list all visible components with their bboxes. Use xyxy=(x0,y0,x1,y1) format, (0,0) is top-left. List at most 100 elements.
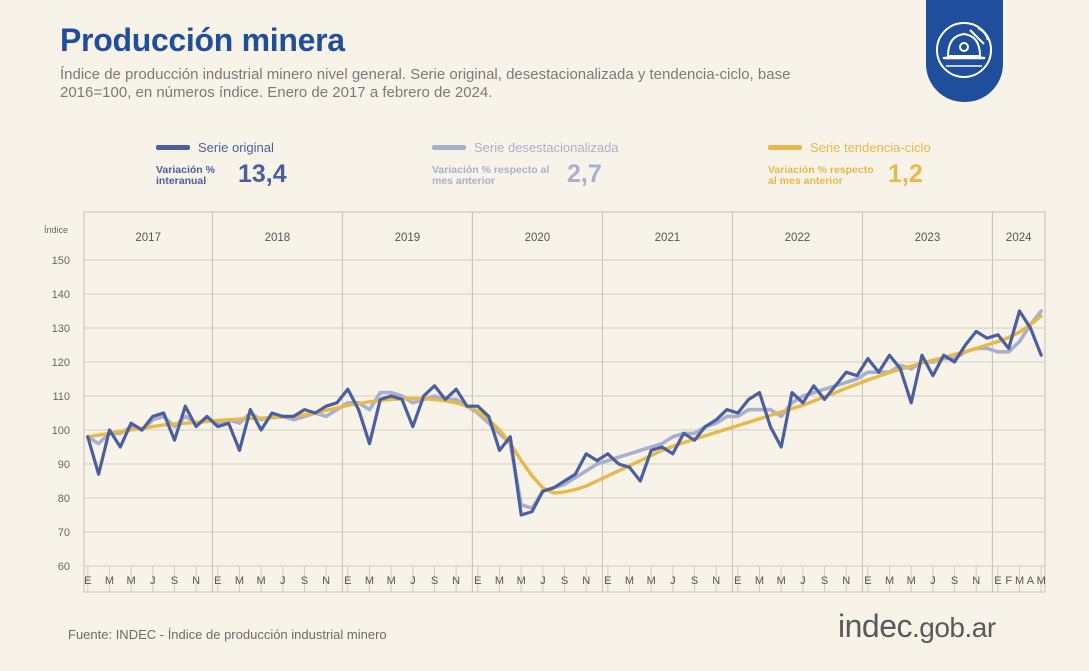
month-label: S xyxy=(301,575,308,587)
year-label: 2023 xyxy=(915,232,941,244)
month-label: N xyxy=(582,575,590,587)
month-label: J xyxy=(280,575,286,587)
variation-label-tendencia: Variación % respecto al mes anterior xyxy=(768,164,874,187)
y-axis-label: Índice xyxy=(44,225,68,235)
year-label: 2018 xyxy=(265,232,291,244)
series-line-desest xyxy=(86,309,1043,511)
month-label: M xyxy=(517,575,526,587)
month-label: J xyxy=(800,575,806,587)
page-title: Producción minera xyxy=(60,22,345,58)
year-label: 2024 xyxy=(1006,232,1032,244)
month-label: J xyxy=(670,575,676,587)
month-label: M xyxy=(885,575,894,587)
month-label: M xyxy=(1037,575,1046,587)
year-label: 2021 xyxy=(655,232,681,244)
year-label: 2017 xyxy=(135,232,161,244)
series-line-original xyxy=(86,309,1043,517)
month-label: A xyxy=(1027,575,1035,587)
legend-swatch-desest xyxy=(432,145,466,150)
month-label: N xyxy=(192,575,200,587)
y-tick-label: 80 xyxy=(58,493,70,505)
page-subtitle: Índice de producción industrial minero n… xyxy=(60,66,791,101)
month-label: S xyxy=(171,575,178,587)
month-label: S xyxy=(561,575,568,587)
month-label: N xyxy=(452,575,460,587)
variation-label-original: Variación % interanual xyxy=(156,164,215,187)
month-label: N xyxy=(972,575,980,587)
month-label: E xyxy=(84,575,91,587)
month-label: M xyxy=(1015,575,1024,587)
month-label: E xyxy=(994,575,1001,587)
source-note: Fuente: INDEC - Índice de producción ind… xyxy=(68,627,387,642)
y-tick-label: 120 xyxy=(52,357,70,369)
y-tick-label: 130 xyxy=(52,323,70,335)
month-label: N xyxy=(322,575,330,587)
y-tick-label: 70 xyxy=(58,527,70,539)
legend-label-tendencia: Serie tendencia-ciclo xyxy=(810,140,931,155)
month-label: M xyxy=(105,575,114,587)
month-label: E xyxy=(474,575,481,587)
indec-logo: indec.gob.ar xyxy=(838,608,996,645)
month-label: M xyxy=(127,575,136,587)
year-label: 2020 xyxy=(525,232,551,244)
legend-swatch-tendencia xyxy=(768,145,802,150)
year-label: 2019 xyxy=(395,232,421,244)
month-label: J xyxy=(540,575,546,587)
legend-variation-tendencia: Variación % respecto al mes anterior 1,2 xyxy=(768,161,931,187)
variation-value-original: 13,4 xyxy=(238,160,287,188)
month-label: M xyxy=(647,575,656,587)
legend-tendencia: Serie tendencia-ciclo Variación % respec… xyxy=(768,140,931,187)
legend-variation-original: Variación % interanual 13,4 xyxy=(156,161,287,187)
month-label: S xyxy=(821,575,828,587)
y-tick-label: 60 xyxy=(58,561,70,573)
month-label: E xyxy=(734,575,741,587)
logo-main: indec xyxy=(838,608,913,644)
month-label: F xyxy=(1005,575,1012,587)
month-label: E xyxy=(214,575,221,587)
series-line-tendencia xyxy=(86,314,1043,495)
month-label: E xyxy=(864,575,871,587)
month-label: N xyxy=(712,575,720,587)
month-label: M xyxy=(235,575,244,587)
month-label: M xyxy=(755,575,764,587)
month-label: E xyxy=(344,575,351,587)
legend-entry-desest: Serie desestacionalizada xyxy=(432,140,619,155)
month-label: J xyxy=(930,575,936,587)
legend-swatch-original xyxy=(156,145,190,150)
legend-desest: Serie desestacionalizada Variación % res… xyxy=(432,140,619,187)
month-label: M xyxy=(495,575,504,587)
variation-label-desest: Variación % respecto al mes anterior xyxy=(432,164,550,187)
chart-grid xyxy=(83,211,1046,593)
month-label: J xyxy=(410,575,416,587)
logo-suffix: .gob.ar xyxy=(912,612,996,643)
mining-badge xyxy=(926,0,1003,102)
month-label: M xyxy=(907,575,916,587)
y-tick-label: 140 xyxy=(52,289,70,301)
legend-entry-original: Serie original xyxy=(156,140,287,155)
mining-helmet-icon xyxy=(936,22,992,78)
month-label: E xyxy=(604,575,611,587)
month-label: M xyxy=(365,575,374,587)
variation-value-tendencia: 1,2 xyxy=(888,160,923,188)
legend-label-original: Serie original xyxy=(198,140,274,155)
y-tick-label: 150 xyxy=(52,255,70,267)
y-tick-label: 90 xyxy=(58,459,70,471)
year-label: 2022 xyxy=(785,232,811,244)
legend-original: Serie original Variación % interanual 13… xyxy=(156,140,287,187)
legend-variation-desest: Variación % respecto al mes anterior 2,7 xyxy=(432,161,619,187)
chart-frame xyxy=(83,211,1046,593)
month-label: M xyxy=(257,575,266,587)
y-tick-label: 110 xyxy=(52,391,70,403)
legend-entry-tendencia: Serie tendencia-ciclo xyxy=(768,140,931,155)
month-label: N xyxy=(842,575,850,587)
month-label: M xyxy=(777,575,786,587)
y-tick-label: 100 xyxy=(52,425,70,437)
legend-label-desest: Serie desestacionalizada xyxy=(474,140,619,155)
month-label: S xyxy=(691,575,698,587)
month-label: S xyxy=(431,575,438,587)
month-label: J xyxy=(150,575,156,587)
chart-lines xyxy=(86,309,1043,517)
month-label: M xyxy=(387,575,396,587)
month-label: S xyxy=(951,575,958,587)
